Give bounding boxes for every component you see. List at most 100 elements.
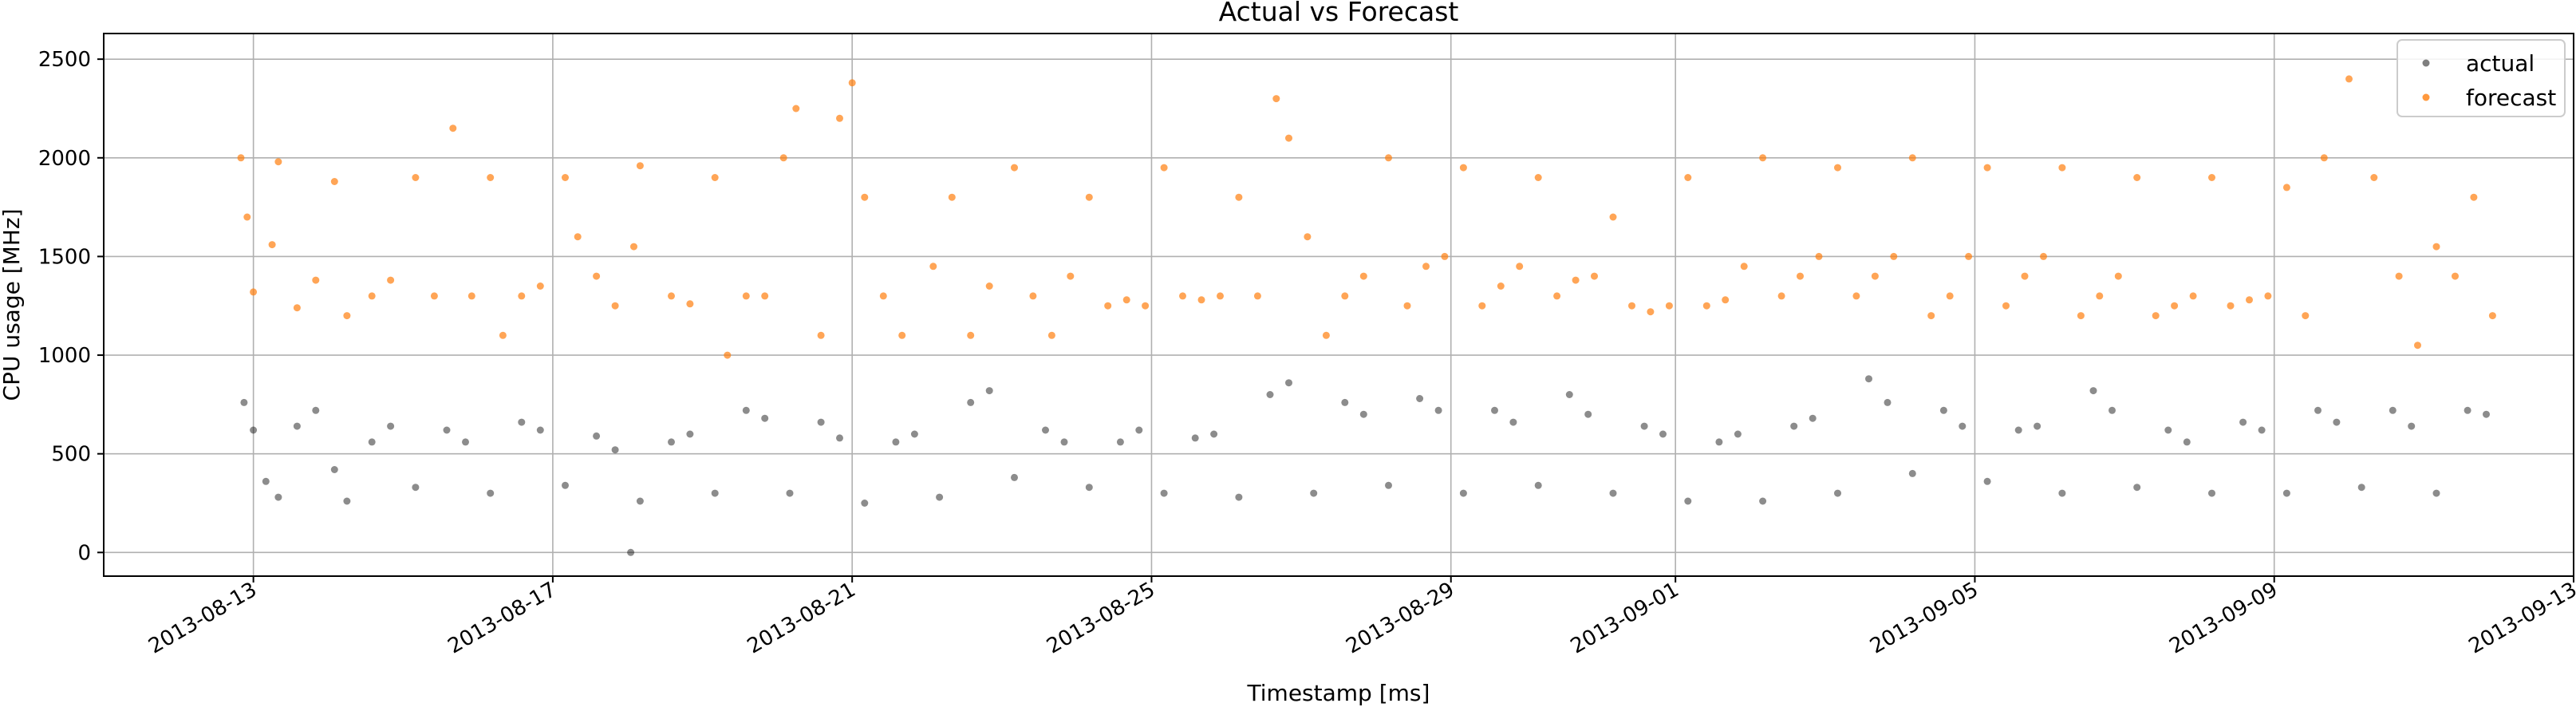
point-actual — [1790, 422, 1798, 430]
point-forecast — [1104, 302, 1112, 310]
point-forecast — [611, 302, 619, 310]
point-forecast — [1890, 252, 1898, 260]
legend-label-actual: actual — [2466, 50, 2535, 77]
point-forecast — [243, 213, 251, 221]
point-actual — [2464, 406, 2471, 414]
point-forecast — [1341, 292, 1349, 300]
point-forecast — [2302, 312, 2310, 320]
point-actual — [611, 446, 619, 454]
point-actual — [627, 548, 635, 556]
point-actual — [1684, 497, 1692, 505]
point-actual — [562, 481, 569, 489]
point-actual — [1865, 375, 1872, 383]
point-actual — [330, 466, 338, 473]
point-forecast — [2432, 243, 2440, 251]
point-forecast — [2058, 164, 2066, 172]
point-forecast — [1304, 233, 1312, 241]
point-forecast — [368, 292, 376, 300]
point-forecast — [2189, 292, 2197, 300]
point-actual — [368, 438, 376, 446]
point-forecast — [1665, 302, 1673, 310]
point-actual — [2133, 484, 2141, 492]
legend-marker-actual — [2422, 59, 2430, 67]
x-axis-title: Timestamp [ms] — [1247, 680, 1430, 706]
point-forecast — [1142, 302, 1150, 310]
point-forecast — [1047, 331, 1055, 339]
point-forecast — [2320, 154, 2328, 162]
point-forecast — [1591, 272, 1598, 280]
point-actual — [343, 497, 351, 505]
point-actual — [2089, 387, 2097, 395]
point-forecast — [898, 331, 906, 339]
point-forecast — [1965, 252, 1973, 260]
point-forecast — [742, 292, 750, 300]
point-actual — [262, 477, 270, 485]
point-actual — [2014, 426, 2022, 434]
point-actual — [967, 398, 975, 406]
point-actual — [2357, 484, 2365, 492]
point-forecast — [1441, 252, 1449, 260]
point-actual — [1565, 391, 1573, 398]
legend: actual forecast — [2397, 39, 2566, 117]
point-actual — [387, 422, 395, 430]
point-forecast — [2264, 292, 2272, 300]
point-forecast — [1834, 164, 1841, 172]
point-actual — [443, 426, 451, 434]
point-forecast — [2488, 312, 2496, 320]
point-actual — [985, 387, 993, 395]
point-actual — [2408, 422, 2416, 430]
point-actual — [1310, 489, 1318, 497]
point-actual — [1416, 395, 1424, 402]
point-forecast — [1553, 292, 1561, 300]
point-forecast — [1628, 302, 1635, 310]
point-forecast — [268, 241, 276, 249]
point-forecast — [848, 79, 856, 87]
point-forecast — [330, 178, 338, 185]
point-forecast — [536, 282, 544, 290]
point-forecast — [967, 331, 975, 339]
point-forecast — [1285, 134, 1292, 142]
point-forecast — [668, 292, 675, 300]
point-forecast — [817, 331, 825, 339]
point-actual — [1266, 391, 1274, 398]
point-forecast — [792, 105, 800, 113]
point-forecast — [1777, 292, 1785, 300]
point-forecast — [1085, 193, 1093, 201]
point-forecast — [1011, 164, 1018, 172]
point-actual — [817, 418, 825, 426]
point-actual — [1385, 481, 1392, 489]
point-actual — [742, 406, 750, 414]
point-actual — [1759, 497, 1767, 505]
y-tick-label: 0 — [77, 541, 91, 565]
y-tick-label: 500 — [51, 443, 91, 467]
point-forecast — [2133, 174, 2141, 181]
y-axis: 0 500 1000 1500 2000 2500 — [38, 48, 104, 565]
point-actual — [412, 484, 420, 492]
point-actual — [2389, 406, 2397, 414]
point-forecast — [948, 193, 956, 201]
point-forecast — [636, 162, 644, 170]
point-actual — [1042, 426, 1049, 434]
point-actual — [2282, 489, 2290, 497]
point-forecast — [1740, 263, 1748, 271]
point-actual — [636, 497, 644, 505]
point-forecast — [1815, 252, 1823, 260]
point-forecast — [467, 292, 475, 300]
y-tick-label: 1500 — [38, 245, 91, 269]
point-forecast — [343, 312, 351, 320]
point-actual — [2164, 426, 2172, 434]
point-forecast — [593, 272, 601, 280]
point-forecast — [2171, 302, 2179, 310]
point-actual — [1285, 379, 1292, 387]
point-forecast — [1609, 213, 1617, 221]
point-forecast — [237, 154, 245, 162]
point-forecast — [1852, 292, 1860, 300]
point-actual — [1884, 398, 1892, 406]
point-actual — [1834, 489, 1841, 497]
point-forecast — [250, 288, 258, 296]
point-actual — [1640, 422, 1648, 430]
point-actual — [761, 414, 769, 422]
point-actual — [2314, 406, 2322, 414]
y-tick-label: 2000 — [38, 147, 91, 171]
